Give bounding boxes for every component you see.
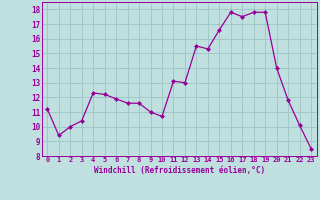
X-axis label: Windchill (Refroidissement éolien,°C): Windchill (Refroidissement éolien,°C): [94, 166, 265, 175]
